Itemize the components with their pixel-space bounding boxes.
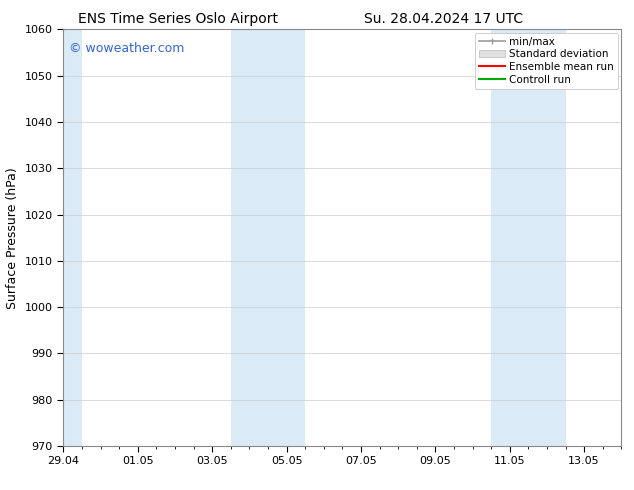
Text: ENS Time Series Oslo Airport: ENS Time Series Oslo Airport	[77, 12, 278, 26]
Text: Su. 28.04.2024 17 UTC: Su. 28.04.2024 17 UTC	[365, 12, 523, 26]
Text: © woweather.com: © woweather.com	[69, 42, 184, 55]
Legend: min/max, Standard deviation, Ensemble mean run, Controll run: min/max, Standard deviation, Ensemble me…	[475, 32, 618, 89]
Bar	[491, 29, 566, 446]
Bar	[63, 29, 82, 446]
Y-axis label: Surface Pressure (hPa): Surface Pressure (hPa)	[6, 167, 19, 309]
Bar	[231, 29, 305, 446]
